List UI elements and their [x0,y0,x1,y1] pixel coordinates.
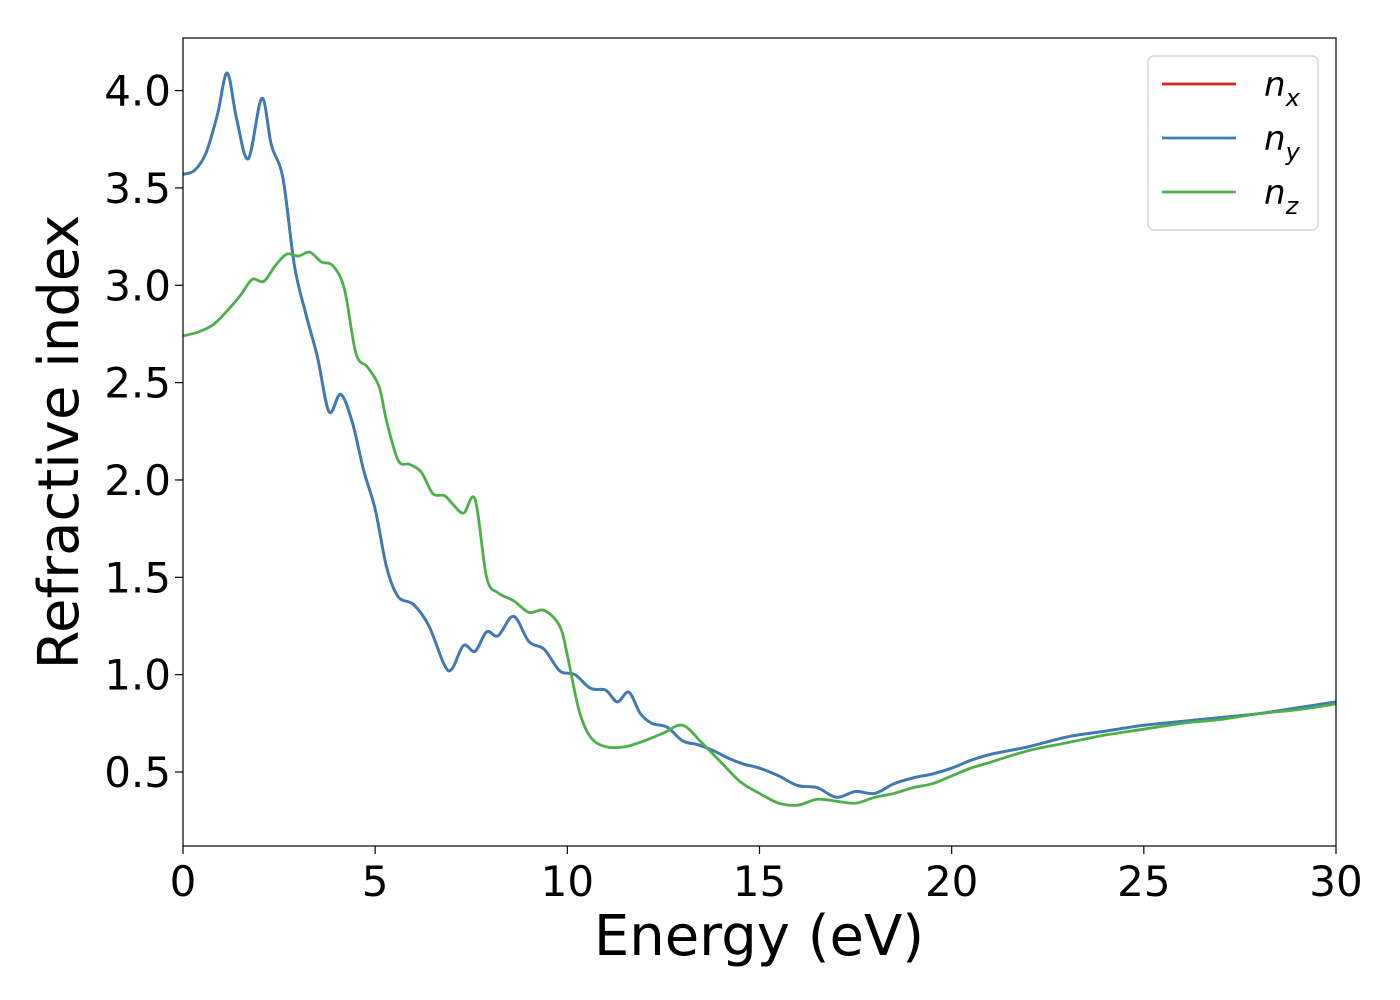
legend-label-subscript: z [1285,192,1300,220]
series-layer [182,71,1337,807]
legend-label-subscript: y [1285,138,1301,166]
legend-label-x: nx [1264,65,1301,112]
y-tick-label: 3.5 [104,164,171,213]
legend-label-base: n [1264,119,1286,159]
legend-label-z: nz [1264,173,1300,220]
legend-label-y: ny [1264,119,1301,166]
series-line-z [182,250,1337,807]
y-axis-title: Refractive index [27,215,92,670]
x-tick-label: 30 [1309,857,1362,906]
x-tick-label: 15 [733,857,786,906]
y-tick-label: 2.0 [104,456,171,505]
y-axis: 0.5 1.0 1.5 2.0 2.5 3.0 3.5 4.0 [104,67,183,797]
plot-area-background [183,38,1336,846]
x-tick-label: 10 [541,857,594,906]
y-tick-label: 0.5 [104,748,171,797]
legend-box [1147,55,1319,231]
x-tick-label: 5 [362,857,389,906]
series-line-y [182,71,1337,799]
y-tick-label: 2.5 [104,359,171,408]
legend-label-subscript: x [1285,84,1301,112]
x-tick-label: 0 [170,857,197,906]
x-tick-label: 25 [1117,857,1170,906]
y-tick-label: 1.5 [104,553,171,602]
legend-label-base: n [1264,65,1286,105]
y-tick-label: 4.0 [104,67,171,116]
x-axis-title: Energy (eV) [594,904,924,969]
legend-label-base: n [1264,173,1286,213]
y-tick-label: 1.0 [104,651,171,700]
x-tick-label: 20 [925,857,978,906]
y-tick-label: 3.0 [104,261,171,310]
x-axis: 0 5 10 15 20 25 30 [170,846,1363,906]
